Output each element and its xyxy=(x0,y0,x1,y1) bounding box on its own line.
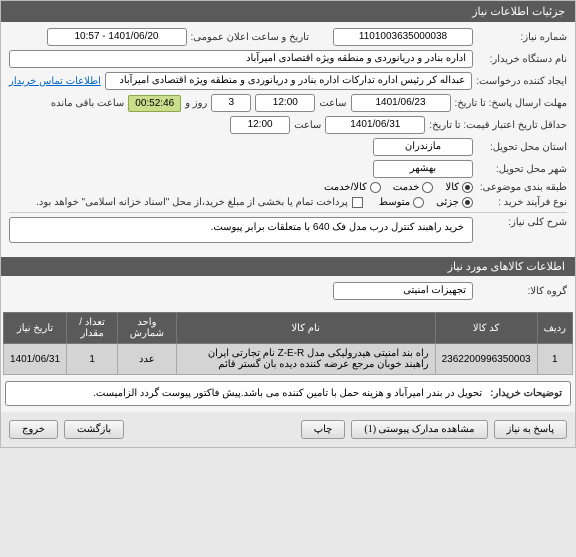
day-and-label: روز و xyxy=(185,98,207,109)
category-service-option[interactable]: خدمت xyxy=(393,182,434,193)
panel-title: جزئیات اطلاعات نیاز xyxy=(1,1,575,22)
back-button[interactable]: بازگشت xyxy=(64,420,124,439)
category-label: طبقه بندی موضوعی: xyxy=(477,182,567,193)
need-desc-value: خرید راهبند کنترل درب مدل فک 640 با متعل… xyxy=(9,217,473,243)
hour-label-1: ساعت xyxy=(319,98,346,109)
radio-icon xyxy=(370,182,381,193)
need-desc-label: شرح کلی نیاز: xyxy=(477,217,567,228)
goods-table: ردیف کد کالا نام کالا واحد شمارش تعداد /… xyxy=(3,312,573,375)
button-bar: پاسخ به نیاز مشاهده مدارک پیوستی (1) چاپ… xyxy=(1,412,575,447)
hour-label-2: ساعت xyxy=(294,120,321,131)
th-unit: واحد شمارش xyxy=(118,313,177,344)
print-button[interactable]: چاپ xyxy=(301,420,346,439)
separator xyxy=(9,212,567,213)
deadline-time-value: 12:00 xyxy=(255,94,315,112)
time-remain-value: 00:52:46 xyxy=(128,95,181,112)
th-date: تاریخ نیاز xyxy=(4,313,67,344)
th-code: کد کالا xyxy=(435,313,537,344)
pub-datetime-label: تاریخ و ساعت اعلان عمومی: xyxy=(191,32,310,43)
credit-until-label: حداقل تاریخ اعتبار قیمت: تا تاریخ: xyxy=(429,120,567,131)
td-unit: عدد xyxy=(118,344,177,375)
td-row: 1 xyxy=(537,344,572,375)
deadline-label: مهلت ارسال پاسخ: تا تاریخ: xyxy=(455,98,567,109)
process-partial-option[interactable]: جزئی xyxy=(436,197,473,208)
remaining-label: ساعت باقی مانده xyxy=(51,98,124,109)
radio-icon xyxy=(462,197,473,208)
attachments-button[interactable]: مشاهده مدارک پیوستی (1) xyxy=(351,420,487,439)
need-no-value: 1101003635000038 xyxy=(333,28,473,46)
radio-icon xyxy=(413,197,424,208)
th-qty: تعداد / مقدار xyxy=(67,313,118,344)
process-radio-group: جزئی متوسط xyxy=(379,197,473,208)
th-row: ردیف xyxy=(537,313,572,344)
buyer-notes-box: توضیحات خریدار: تحویل در بندر امیرآباد و… xyxy=(5,381,571,406)
category-service-label: خدمت xyxy=(393,182,420,193)
buyer-org-label: نام دستگاه خریدار: xyxy=(477,54,567,65)
form-area: شماره نیاز: 1101003635000038 تاریخ و ساع… xyxy=(1,22,575,253)
goods-section-title: اطلاعات کالاهای مورد نیاز xyxy=(1,257,575,276)
td-code: 2362200996350003 xyxy=(435,344,537,375)
city-label: شهر محل تحویل: xyxy=(477,164,567,175)
td-name: راه بند امنیتی هیدرولیکی مدل Z-E-R نام ت… xyxy=(176,344,435,375)
process-medium-option[interactable]: متوسط xyxy=(379,197,424,208)
province-value: مازندران xyxy=(373,138,473,156)
radio-icon xyxy=(422,182,433,193)
details-panel: جزئیات اطلاعات نیاز شماره نیاز: 11010036… xyxy=(0,0,576,448)
contact-link[interactable]: اطلاعات تماس خریدار xyxy=(9,76,101,87)
requester-value: عبداله کر رئیس اداره تدارکات اداره بنادر… xyxy=(105,72,472,90)
exit-button[interactable]: خروج xyxy=(9,420,58,439)
need-no-label: شماره نیاز: xyxy=(477,32,567,43)
td-date: 1401/06/31 xyxy=(4,344,67,375)
city-value: بهشهر xyxy=(373,160,473,178)
credit-time-value: 12:00 xyxy=(230,116,290,134)
category-both-label: کالا/خدمت xyxy=(324,182,367,193)
goods-group-value: تجهیزات امنیتی xyxy=(333,282,473,300)
goods-group-label: گروه کالا: xyxy=(477,286,567,297)
days-remain-value: 3 xyxy=(211,94,251,112)
process-partial-label: جزئی xyxy=(436,197,459,208)
table-header-row: ردیف کد کالا نام کالا واحد شمارش تعداد /… xyxy=(4,313,573,344)
process-type-label: نوع فرآیند خرید : xyxy=(477,197,567,208)
buyer-org-value: اداره بنادر و دریانوردی و منطقه ویژه اقت… xyxy=(9,50,473,68)
buyer-notes-value: تحویل در بندر امیرآباد و هزینه حمل با تا… xyxy=(93,388,482,399)
category-goods-label: کالا xyxy=(445,182,459,193)
province-label: استان محل تحویل: xyxy=(477,142,567,153)
process-medium-label: متوسط xyxy=(379,197,410,208)
treasury-checkbox[interactable] xyxy=(352,197,363,208)
td-qty: 1 xyxy=(67,344,118,375)
category-both-option[interactable]: کالا/خدمت xyxy=(324,182,381,193)
category-radio-group: کالا خدمت کالا/خدمت xyxy=(324,182,473,193)
process-note-label: پرداخت تمام یا بخشی از مبلغ خرید،از محل … xyxy=(36,197,348,208)
pub-datetime-value: 1401/06/20 - 10:57 xyxy=(47,28,187,46)
reply-button[interactable]: پاسخ به نیاز xyxy=(494,420,568,439)
category-goods-option[interactable]: کالا xyxy=(445,182,473,193)
radio-icon xyxy=(462,182,473,193)
deadline-date-value: 1401/06/23 xyxy=(351,94,451,112)
credit-date-value: 1401/06/31 xyxy=(325,116,425,134)
th-name: نام کالا xyxy=(176,313,435,344)
buyer-notes-label: توضیحات خریدار: xyxy=(490,388,562,399)
requester-label: ایجاد کننده درخواست: xyxy=(476,76,567,87)
table-row[interactable]: 1 2362200996350003 راه بند امنیتی هیدرول… xyxy=(4,344,573,375)
